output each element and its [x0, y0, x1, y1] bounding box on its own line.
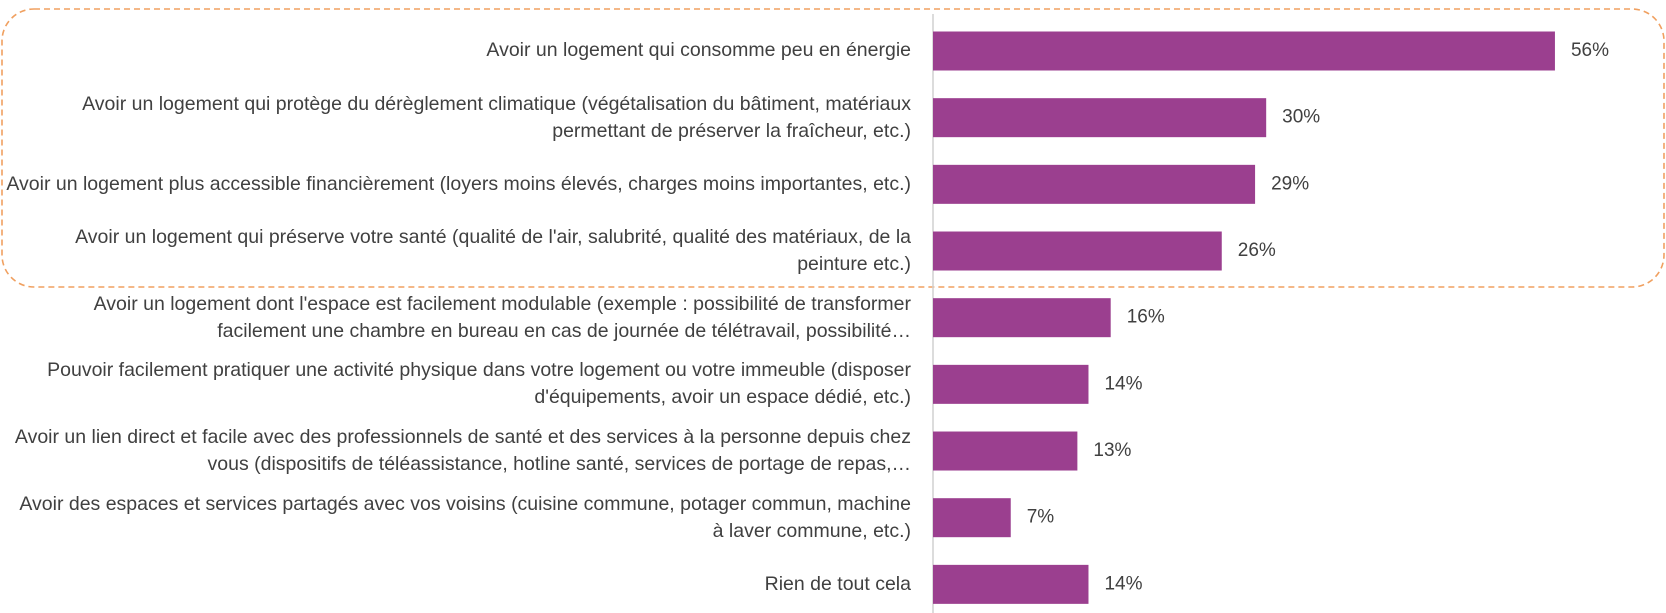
bar — [933, 98, 1267, 138]
highlight-box — [1, 8, 1665, 288]
value-label: 30% — [1282, 107, 1320, 128]
category-label-box: Pouvoir facilement pratiquer une activit… — [47, 359, 911, 409]
bar — [933, 298, 1111, 338]
category-label-box: Avoir un lien direct et facile avec des … — [14, 426, 911, 475]
category-label-box: Avoir un logement dont l'espace est faci… — [93, 292, 911, 342]
bar — [933, 431, 1078, 471]
category-label-box: Avoir des espaces et services partagés a… — [19, 492, 911, 542]
category-label: Avoir un logement qui préserve votre san… — [75, 226, 911, 275]
category-label: Avoir un logement plus accessible financ… — [6, 172, 911, 195]
category-label: Avoir un logement dont l'espace est faci… — [93, 292, 911, 342]
bar — [933, 498, 1011, 538]
bar — [933, 564, 1089, 604]
category-label: Pouvoir facilement pratiquer une activit… — [47, 359, 911, 409]
category-label-box: Avoir un logement plus accessible financ… — [6, 172, 911, 195]
category-label-box: Avoir un logement qui consomme peu en én… — [486, 39, 911, 62]
category-label-box: Avoir un logement qui protège du dérègle… — [82, 92, 911, 142]
bar — [933, 364, 1089, 404]
value-label: 16% — [1127, 307, 1165, 328]
value-label: 56% — [1571, 40, 1609, 61]
category-label: Avoir un logement qui consomme peu en én… — [486, 39, 911, 62]
bar — [933, 231, 1222, 271]
category-label: Rien de tout cela — [764, 572, 911, 595]
category-label-box: Avoir un logement qui préserve votre san… — [75, 226, 911, 275]
value-label: 14% — [1104, 373, 1142, 394]
value-label: 7% — [1027, 507, 1055, 528]
category-label-box: Rien de tout cela — [764, 572, 911, 595]
category-label: Avoir des espaces et services partagés a… — [19, 492, 911, 542]
category-label: Avoir un logement qui protège du dérègle… — [82, 92, 911, 142]
value-label: 29% — [1271, 173, 1309, 194]
bar — [933, 164, 1256, 204]
value-label: 26% — [1238, 240, 1276, 261]
value-label: 14% — [1104, 573, 1142, 594]
category-label: Avoir un lien direct et facile avec des … — [14, 426, 911, 475]
value-label: 13% — [1093, 440, 1131, 461]
bar — [933, 31, 1555, 71]
